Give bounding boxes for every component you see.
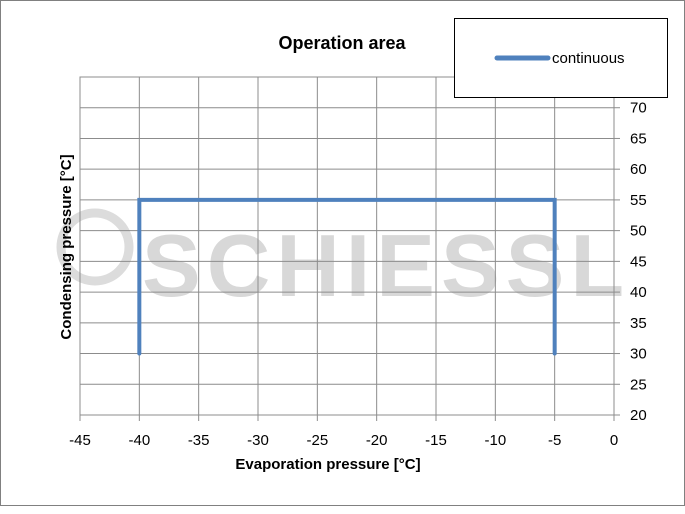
x-tick-label: -5 bbox=[548, 432, 561, 449]
y-tick-label: 55 bbox=[630, 192, 647, 209]
plot-area-frame bbox=[79, 76, 615, 416]
x-axis-ticks: -45 -40 -35 -30 -25 -20 -15 -10 -5 0 bbox=[69, 415, 618, 449]
y-tick-label: 70 bbox=[630, 100, 647, 117]
legend-label-continuous: continuous bbox=[552, 50, 625, 67]
x-tick-label: -35 bbox=[188, 432, 210, 449]
y-tick-label: 25 bbox=[630, 376, 647, 393]
x-tick-label: -40 bbox=[128, 432, 150, 449]
y-tick-label: 35 bbox=[630, 315, 647, 332]
series-layer bbox=[137, 197, 557, 356]
watermark-logo-icon bbox=[56, 208, 134, 286]
watermark: SCHIESSL bbox=[56, 208, 630, 315]
y-tick-label: 40 bbox=[630, 284, 647, 301]
series-line-continuous bbox=[137, 197, 557, 356]
grid bbox=[79, 76, 615, 416]
legend-box bbox=[454, 18, 668, 98]
y-tick-label: 60 bbox=[630, 161, 647, 178]
chart-title: Operation area bbox=[278, 33, 406, 53]
x-tick-label: -45 bbox=[69, 432, 91, 449]
y-tick-label: 65 bbox=[630, 130, 647, 147]
x-tick-label: -15 bbox=[425, 432, 447, 449]
x-tick-label: -30 bbox=[247, 432, 269, 449]
x-tick-label: 0 bbox=[610, 432, 618, 449]
y-tick-label: 30 bbox=[630, 346, 647, 363]
y-tick-label: 45 bbox=[630, 253, 647, 270]
x-tick-label: -10 bbox=[484, 432, 506, 449]
y-axis-ticks: 20 25 30 35 40 45 50 55 60 65 70 bbox=[614, 100, 647, 424]
x-axis-label: Evaporation pressure [°C] bbox=[235, 456, 420, 473]
plot-area-border bbox=[79, 76, 615, 416]
x-tick-label: -20 bbox=[366, 432, 388, 449]
y-tick-label: 50 bbox=[630, 223, 647, 240]
y-axis-label: Condensing pressure [°C] bbox=[58, 154, 75, 339]
y-tick-label: 20 bbox=[630, 407, 647, 424]
x-tick-label: -25 bbox=[306, 432, 328, 449]
watermark-text: SCHIESSL bbox=[142, 216, 630, 315]
legend: continuous bbox=[454, 18, 668, 98]
